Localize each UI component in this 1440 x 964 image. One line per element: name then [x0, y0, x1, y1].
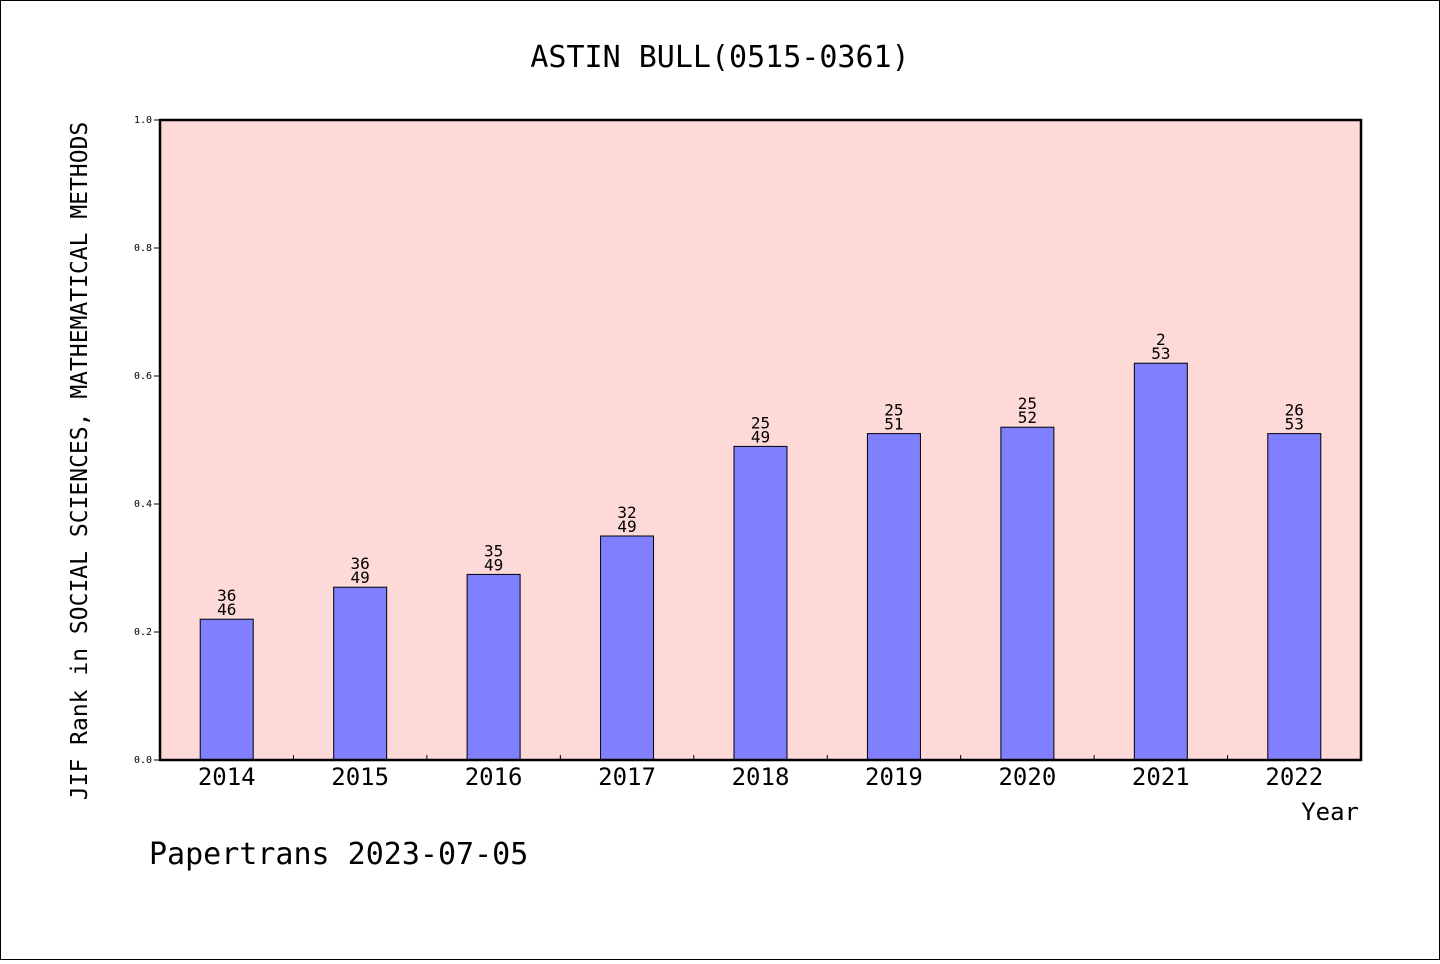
- y-tick-label: 0.2: [134, 627, 152, 638]
- x-tick-label: 2016: [465, 763, 523, 791]
- bar-rank-label: 2: [1156, 330, 1166, 349]
- x-axis-label: Year: [1301, 798, 1359, 826]
- bar-rank-label: 25: [1018, 394, 1037, 413]
- x-tick-label: 2021: [1132, 763, 1190, 791]
- y-tick-label: 0.4: [134, 499, 152, 510]
- bar: [733, 445, 788, 761]
- bar-rank-label: 32: [617, 503, 636, 522]
- plot-border: [158, 118, 1363, 762]
- y-tick-label: 0.0: [134, 755, 152, 766]
- x-tick-label: 2022: [1265, 763, 1323, 791]
- bar: [600, 535, 655, 761]
- x-tick-label: 2020: [998, 763, 1056, 791]
- bar-total-label: 53: [1151, 344, 1170, 363]
- bar-total-label: 46: [217, 600, 236, 619]
- x-tick-label: 2019: [865, 763, 923, 791]
- bar: [199, 618, 254, 761]
- x-tick-label: 2014: [198, 763, 256, 791]
- chart-title: ASTIN BULL(0515-0361): [530, 40, 909, 75]
- bar-rank-label: 36: [351, 554, 370, 573]
- bar-rank-label: 25: [751, 413, 770, 432]
- y-tick-label: 0.6: [134, 371, 152, 382]
- footer-credit: Papertrans 2023-07-05: [149, 837, 528, 872]
- bar-total-label: 53: [1285, 415, 1304, 434]
- y-tick-label: 1.0: [134, 115, 152, 126]
- bar: [333, 586, 388, 761]
- bar-total-label: 49: [751, 427, 770, 446]
- bar-rank-label: 25: [884, 401, 903, 420]
- bar-total-label: 49: [351, 568, 370, 587]
- y-tick-label: 0.8: [134, 243, 152, 254]
- bar: [466, 573, 521, 761]
- bar: [1133, 362, 1188, 761]
- chart-marks: 0.00.20.40.60.81.02014364620153649201635…: [134, 115, 1323, 791]
- bar-rank-label: 36: [217, 586, 236, 605]
- bar: [1000, 426, 1055, 761]
- x-tick-label: 2015: [331, 763, 389, 791]
- bar-total-label: 52: [1018, 408, 1037, 427]
- bar-total-label: 49: [617, 517, 636, 536]
- bar-total-label: 49: [484, 555, 503, 574]
- bar-total-label: 51: [884, 415, 903, 434]
- x-tick-label: 2017: [598, 763, 656, 791]
- bar-rank-label: 35: [484, 541, 503, 560]
- bar: [866, 433, 921, 761]
- bar-rank-label: 26: [1285, 401, 1304, 420]
- bar: [1267, 433, 1322, 761]
- y-axis-label: JIF Rank in SOCIAL SCIENCES, MATHEMATICA…: [67, 122, 93, 801]
- x-tick-label: 2018: [732, 763, 790, 791]
